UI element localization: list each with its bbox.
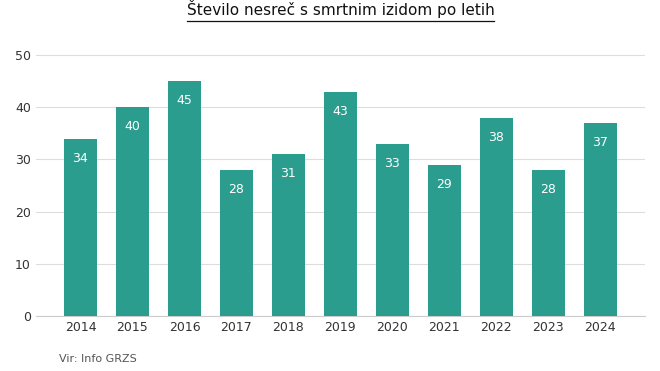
Bar <box>220 170 253 316</box>
Text: Vir: Info GRZS: Vir: Info GRZS <box>59 354 137 364</box>
Bar <box>323 92 357 316</box>
Bar <box>271 154 306 316</box>
Text: 29: 29 <box>436 178 452 191</box>
Text: Število nesreč s smrtnim izidom po letih: Število nesreč s smrtnim izidom po letih <box>187 0 494 17</box>
Text: 40: 40 <box>125 120 141 133</box>
Bar <box>480 118 513 316</box>
Bar <box>428 165 461 316</box>
Bar <box>115 107 149 316</box>
Text: 31: 31 <box>280 167 296 180</box>
Text: 45: 45 <box>176 94 192 107</box>
Bar <box>531 170 566 316</box>
Text: 43: 43 <box>333 105 348 118</box>
Bar <box>168 81 201 316</box>
Text: 28: 28 <box>541 183 556 196</box>
Text: 28: 28 <box>228 183 244 196</box>
Bar <box>63 138 97 316</box>
Text: 34: 34 <box>73 152 88 165</box>
Text: 38: 38 <box>488 131 504 144</box>
Text: 33: 33 <box>385 157 401 170</box>
Text: 37: 37 <box>593 136 609 149</box>
Bar <box>583 123 617 316</box>
Bar <box>376 144 409 316</box>
